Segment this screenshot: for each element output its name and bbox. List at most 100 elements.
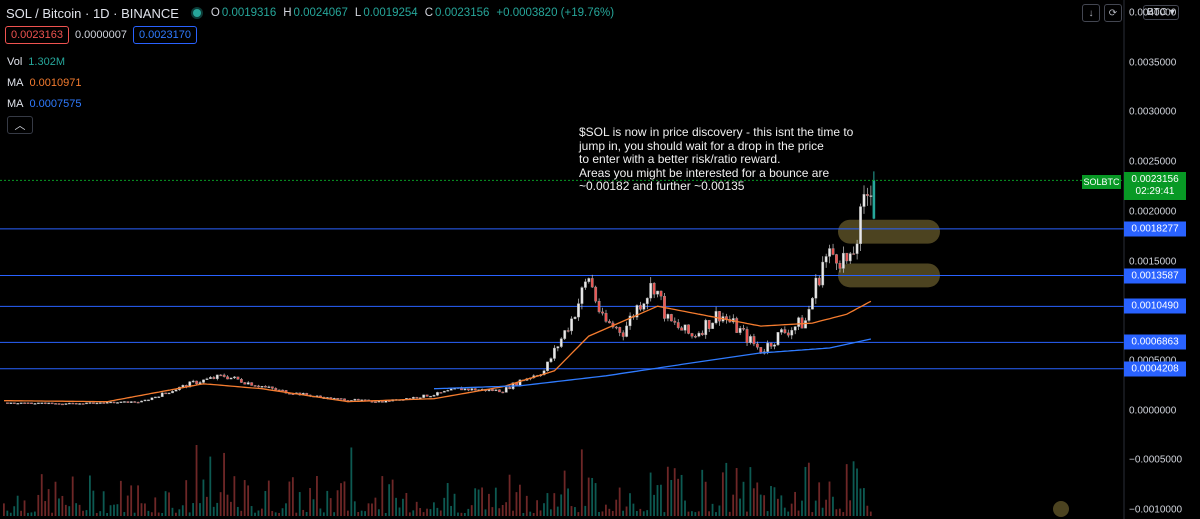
volume-bar [587,477,590,516]
volume-bar [216,502,219,516]
sell-button[interactable]: 0.0023163 [5,26,69,44]
volume-bar [622,510,624,516]
candle-body [494,389,498,391]
volume-bar [13,506,16,516]
price-tick-label: 0.0040000 [1129,7,1177,19]
download-icon[interactable]: ↓ [1082,4,1100,22]
candle-body [339,398,343,400]
volume-bar [47,489,50,516]
high-value: 0.0024067 [293,7,348,19]
volume-bar [326,490,329,516]
symbol-title[interactable]: SOL / Bitcoin · 1D · BINANCE [6,5,179,21]
buy-button[interactable]: 0.0023170 [133,26,197,44]
volume-bar [663,512,666,516]
candle-body [821,261,825,286]
refresh-icon[interactable]: ⟳ [1104,4,1122,22]
volume-bar [30,512,33,516]
candle-body [174,389,178,392]
candle-body [429,395,432,398]
candle-body [649,282,653,299]
volume-bar [285,503,287,516]
volume-bar [316,476,318,516]
volume-bar [470,505,473,516]
ma-fast-indicator[interactable]: MA 0.0010971 [7,77,82,89]
volume-bar [580,449,583,516]
candle-body [694,335,697,338]
volume-bar [635,510,638,516]
candle-body [343,398,346,401]
volume-indicator[interactable]: Vol 1.302M [7,56,65,68]
candle-body [95,402,99,405]
candle-body [773,344,776,347]
change-value: +0.0003820 (+19.76%) [496,7,615,19]
volume-bar [391,479,394,516]
volume-bar [611,510,614,516]
volume-bar [150,512,153,516]
candle-body [243,382,247,385]
volume-bar [388,484,391,516]
candle-body [102,402,106,404]
volume-bar [188,512,191,516]
volume-bar [82,510,84,516]
highlight-zone [838,219,940,244]
candle-body [23,402,27,404]
candle-body [639,305,642,310]
volume-bar [673,468,676,516]
volume-bar [254,512,256,516]
volume-bar [474,488,477,516]
candle-body [47,402,51,405]
volume-bar [828,481,831,516]
volume-bar [591,477,594,516]
volume-bar [818,482,821,516]
candle-body [697,332,701,337]
volume-bar [512,510,514,516]
volume-bar [199,503,201,516]
collapse-indicators-button[interactable]: ︿ [7,116,33,134]
volume-bar [240,510,243,516]
candle-body [666,314,670,319]
candle-body [869,195,873,197]
symbol-header: SOL / Bitcoin · 1D · BINANCE O 0.0019316 … [6,5,619,21]
indicator-value: 1.302M [28,56,65,68]
volume-bar [113,504,115,516]
candle-body [597,301,601,313]
volume-bar [257,510,260,516]
candle-body [780,329,783,333]
candle-body [281,389,285,392]
candle-body [226,376,229,380]
volume-bar [243,480,246,516]
candle-body [215,374,219,380]
candle-body [642,303,646,310]
candle-body [270,386,274,389]
horizontal-levels[interactable] [0,228,1124,370]
volume-bar [364,511,366,516]
candle-body [64,403,68,405]
volume-bar [168,492,170,516]
text-annotation[interactable]: $SOL is now in price discovery - this is… [579,125,854,193]
volume-bar [488,493,490,516]
volume-bar [608,508,611,516]
volume-bar [161,512,164,516]
volume-bar [525,495,528,516]
candle-body [50,402,54,405]
volume-bar [3,503,5,516]
ma-slow-indicator[interactable]: MA 0.0007575 [7,98,82,110]
volume-bar [701,469,704,516]
level-price-tag: 0.0018277 [1124,221,1186,237]
candle-body [92,402,95,404]
candle-body [446,390,450,392]
volume-bar [9,512,12,516]
volume-bar [522,512,525,516]
market-status-icon [192,9,201,17]
candle-body [625,325,629,337]
currency-select[interactable]: BTC ▾ [1143,5,1179,20]
volume-bar [219,492,222,516]
volume-bar [615,499,618,516]
volume-bar [463,513,466,516]
highlight-marker [1053,501,1069,517]
candle-body [556,346,560,349]
volume-bar [171,507,174,516]
candle-body [467,388,470,391]
candle-body [845,252,849,262]
